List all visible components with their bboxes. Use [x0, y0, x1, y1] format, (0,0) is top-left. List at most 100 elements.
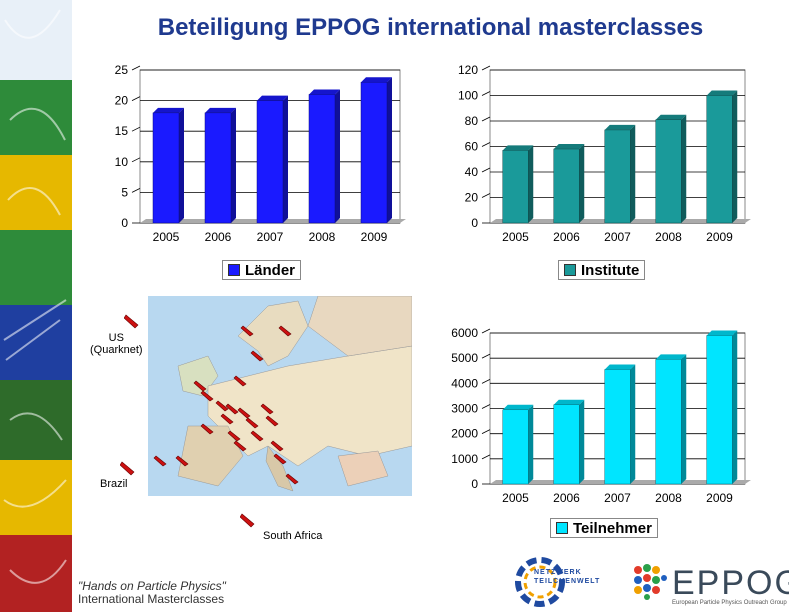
tick-mark — [481, 142, 491, 147]
tick-mark — [481, 353, 491, 359]
footer-masterclasses: "Hands on Particle Physics" Internationa… — [78, 580, 226, 606]
legend-swatch — [228, 264, 240, 276]
legend-swatch — [564, 264, 576, 276]
x-tick-label: 2006 — [205, 230, 232, 244]
y-tick-label: 120 — [458, 63, 478, 77]
bar-top — [604, 364, 636, 370]
europe-map — [148, 296, 412, 496]
bar-top — [655, 114, 687, 120]
bar-front — [308, 94, 336, 224]
label-south-africa: South Africa — [263, 530, 323, 542]
bar-front — [553, 404, 580, 485]
tick-mark — [481, 328, 491, 334]
bar — [655, 114, 687, 224]
bar-side — [732, 330, 738, 484]
bar-side — [630, 364, 636, 484]
bar-front — [502, 409, 529, 485]
bar-side — [231, 107, 236, 223]
y-tick-label: 0 — [471, 477, 478, 491]
tick-mark — [481, 454, 491, 460]
tick-mark — [131, 188, 141, 193]
bar-side — [387, 77, 392, 224]
bar-front — [655, 359, 682, 485]
tick-mark — [481, 91, 491, 96]
x-tick-label: 2007 — [604, 230, 631, 244]
x-tick-label: 2005 — [502, 491, 529, 505]
y-tick-label: 15 — [115, 124, 129, 138]
x-tick-label: 2008 — [309, 230, 336, 244]
x-tick-label: 2005 — [153, 230, 180, 244]
bar-top — [604, 124, 636, 130]
bar-side — [528, 145, 534, 223]
bar — [308, 89, 340, 224]
bar-front — [604, 129, 631, 224]
bar-front — [553, 148, 580, 224]
x-tick-label: 2009 — [706, 230, 733, 244]
bar-side — [681, 354, 687, 484]
bar-top — [502, 404, 534, 410]
bar-side — [579, 399, 585, 484]
bar — [706, 330, 738, 485]
bar-top — [655, 354, 687, 360]
y-tick-label: 100 — [458, 89, 478, 103]
bar — [502, 404, 534, 485]
x-tick-label: 2005 — [502, 230, 529, 244]
tick-mark — [481, 167, 491, 173]
y-tick-label: 2000 — [451, 427, 478, 441]
y-tick-label: 6000 — [451, 326, 478, 340]
bar-front — [152, 112, 180, 224]
y-tick-label: 40 — [465, 165, 479, 179]
footer-line2: International Masterclasses — [78, 592, 225, 606]
netzwerk-teilchenwelt-logo: NETZWERK TEILCHENWELT — [512, 554, 612, 610]
y-tick-label: 20 — [465, 191, 479, 205]
x-tick-label: 2009 — [361, 230, 388, 244]
eppog-logo-text: EPPOG — [672, 564, 789, 602]
bar-front — [204, 112, 232, 224]
bar-side — [179, 107, 184, 223]
eppog-logo: EPPOG European Particle Physics Outreach… — [632, 562, 789, 612]
y-tick-label: 3000 — [451, 402, 478, 416]
arrow-brazil — [120, 461, 135, 476]
legend-teilnehmer: Teilnehmer — [550, 518, 658, 538]
bar-side — [681, 114, 687, 223]
bar-front — [256, 100, 284, 224]
bar-top — [309, 89, 340, 95]
page-title: Beteiligung EPPOG international mastercl… — [157, 14, 704, 41]
tick-mark — [481, 193, 491, 198]
bar-top — [361, 77, 392, 83]
bar-side — [732, 90, 738, 223]
bar-top — [553, 399, 585, 405]
legend-swatch — [556, 522, 568, 534]
y-tick-label: 0 — [121, 216, 128, 230]
bar-front — [706, 95, 733, 224]
y-tick-label: 0 — [471, 216, 478, 230]
tick-mark — [481, 65, 491, 71]
chart-institute: 0 20 40 60 80 100 120 2005 2006 2007 2008 2009 — [458, 63, 751, 244]
bar-front — [502, 150, 529, 224]
bar-front — [604, 369, 631, 485]
bar-top — [706, 90, 738, 96]
bar — [360, 77, 392, 224]
bar-top — [553, 144, 585, 150]
y-tick-label: 80 — [465, 114, 479, 128]
bar-top — [502, 145, 534, 151]
bar — [553, 144, 585, 224]
x-tick-label: 2007 — [604, 491, 631, 505]
y-tick-label: 10 — [115, 155, 129, 169]
arrow-us — [124, 314, 139, 329]
bar — [604, 364, 636, 485]
x-tick-label: 2007 — [257, 230, 284, 244]
arrow-south-africa — [240, 513, 255, 528]
x-tick-label: 2008 — [655, 491, 682, 505]
tick-mark — [481, 404, 491, 409]
tick-mark — [481, 429, 491, 435]
bar — [204, 107, 236, 224]
eppog-dots-icon — [634, 564, 667, 600]
legend-label: Teilnehmer — [573, 519, 652, 537]
legend-institute: Institute — [558, 260, 646, 280]
bar-side — [630, 124, 636, 223]
x-tick-label: 2006 — [553, 230, 580, 244]
bar — [502, 145, 534, 224]
legend-laender: Länder — [222, 260, 302, 280]
label-us: US (Quarknet) — [90, 332, 143, 356]
